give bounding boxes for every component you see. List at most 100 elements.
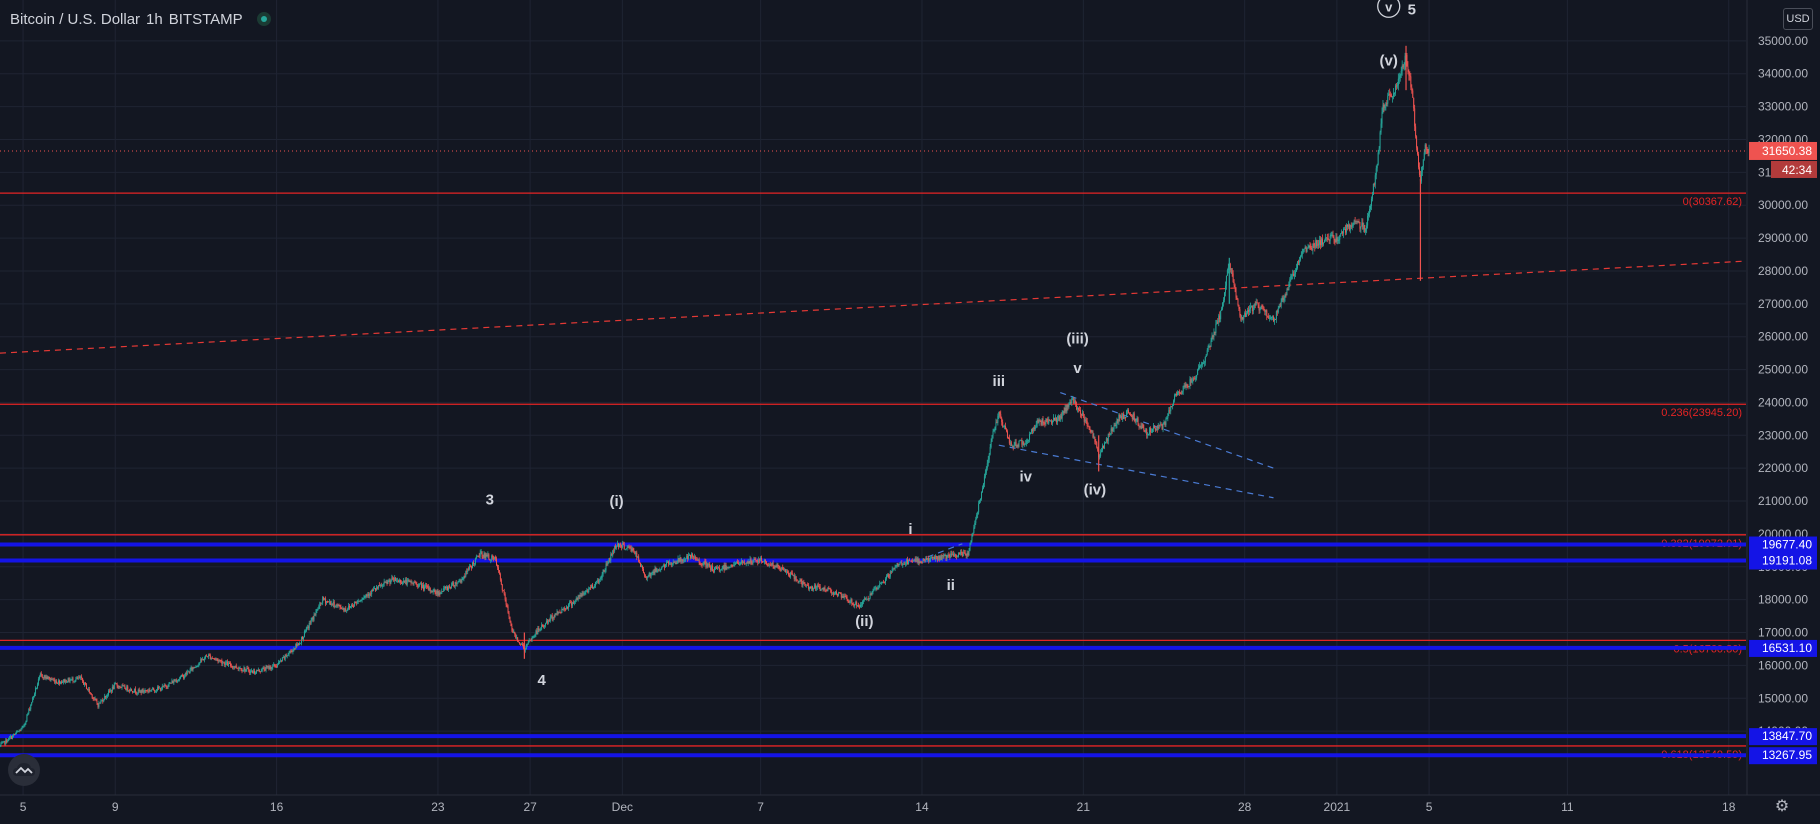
candle-body [158,687,160,689]
candle-body [1410,76,1412,88]
candle-body [808,585,810,589]
candle-body [605,563,607,571]
candle-body [773,567,775,568]
candle-body [1331,234,1333,236]
candle-body [1054,417,1056,421]
candle-body [63,679,65,683]
time-tick-label: 27 [523,800,537,814]
candle-body [1279,306,1281,307]
candle-body [210,657,212,659]
candle-body [155,690,157,692]
candle-body [1379,132,1381,149]
candle-body [584,593,586,594]
candle-body [1421,166,1423,172]
candle-body [115,683,117,685]
candle-body [717,567,719,569]
currency-button[interactable]: USD [1783,8,1813,30]
candle-body [457,580,459,584]
candle-body [1264,309,1266,313]
candle-body [323,597,325,601]
candle-body [1367,215,1369,226]
chart-interval[interactable]: 1h [146,10,163,28]
tradingview-cloud-icon[interactable] [8,754,40,786]
candle-body [1307,247,1309,248]
candle-body [964,552,966,554]
candle-body [688,555,690,560]
candle-body [219,660,221,662]
candle-body [400,582,402,584]
candle-body [1081,413,1083,416]
candle-body [542,624,544,627]
candle-body [314,614,316,616]
candle-body [578,595,580,597]
candle-body [385,581,387,583]
candle-body [1064,407,1066,414]
candle-body [1204,356,1206,363]
candle-body [1042,418,1044,423]
fib-levels: 0(30367.62)0.236(23945.20)0.382(19972.01… [0,192,1746,761]
candle-body [526,644,528,646]
candle-body [1031,429,1033,432]
candle-body [1210,340,1212,347]
candle-body [752,562,754,564]
candle-body [1262,306,1264,307]
candle-body [1233,282,1235,286]
candle-body [567,606,569,609]
candle-body [1245,313,1247,317]
candle-body [973,527,975,533]
candle-body [464,576,466,577]
candle-body [948,554,950,557]
candle-body [1078,407,1080,410]
candle-body [1215,323,1217,334]
candle-body [226,661,228,663]
gear-icon[interactable]: ⚙ [1774,798,1790,815]
candle-body [330,603,332,606]
candle-body [1172,405,1174,407]
candle-body [527,642,529,645]
candle-body [325,598,327,604]
candle-body [442,591,444,592]
candle-body [540,628,542,630]
candle-body [1134,419,1136,422]
candle-body [60,681,62,684]
candle-body [1319,240,1321,245]
candle-body [1062,411,1064,414]
candle-body [1364,224,1366,232]
candle-body [712,565,714,572]
candle-body [620,544,622,548]
candle-body [337,604,339,606]
candle-body [1206,350,1208,355]
candle-body [1096,442,1098,448]
candle-body [185,673,187,675]
candle-body [987,459,989,464]
candle-body [1281,297,1283,302]
candle-body [1156,428,1158,430]
candle-body [1175,393,1177,396]
candle-body [499,574,501,580]
candle-body [99,702,101,704]
candle-body [885,575,887,579]
candle-body [1114,425,1116,427]
candle-body [827,587,829,592]
candle-body [984,472,986,477]
candle-body [813,585,815,589]
candle-body [47,676,49,679]
symbol-name[interactable]: Bitcoin / U.S. Dollar [10,10,141,28]
candle-body [1278,306,1280,309]
candle-body [630,547,632,551]
candle-body [100,700,102,704]
candle-body [837,592,839,596]
candle-body [1092,431,1094,438]
candle-body [57,682,59,684]
candle-body [301,636,303,643]
candle-body [458,580,460,582]
candle-body [204,658,206,661]
candle-body [668,562,670,564]
candle-body [637,556,639,558]
candle-body [275,666,277,667]
candle-body [842,595,844,598]
candle-body [787,571,789,573]
